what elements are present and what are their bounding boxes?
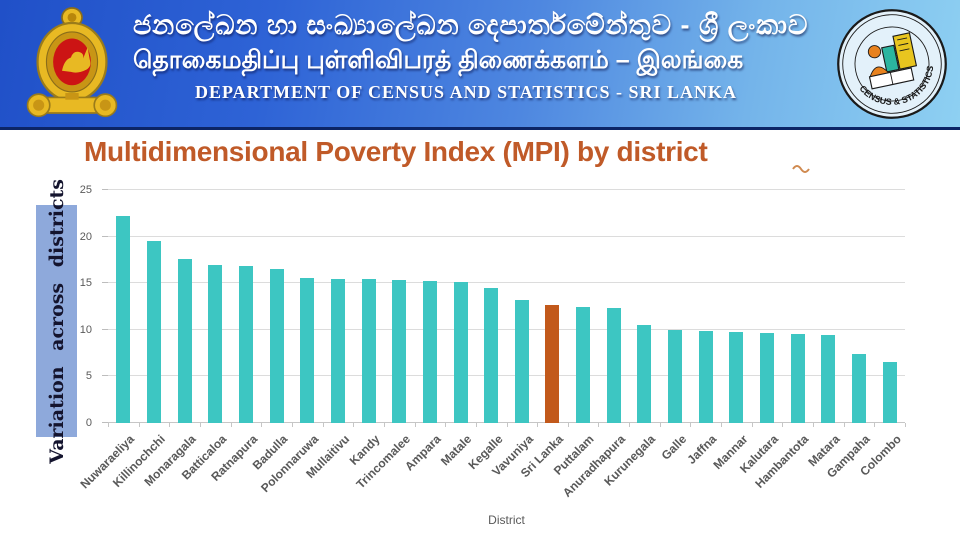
bar-kegalle [484, 287, 499, 423]
y-tick-mark [102, 375, 108, 377]
x-tick-mark [261, 423, 263, 427]
bar-ratnapura [238, 266, 253, 423]
bar-colombo [882, 361, 897, 423]
y-tick-mark [102, 328, 108, 330]
y-axis-tick-label: 5 [85, 370, 92, 383]
y-axis-tick-label: 10 [79, 323, 92, 336]
x-tick-mark [169, 423, 171, 427]
title-underline-squiggle-icon [792, 165, 810, 173]
bar-batticaloa [208, 264, 223, 423]
x-tick-mark [874, 423, 876, 427]
bar-trincomalee [392, 280, 407, 423]
x-axis-line [108, 422, 905, 423]
bar-kalutara [760, 332, 775, 423]
bar-polonnaruwa [300, 277, 315, 423]
department-name-english: DEPARTMENT OF CENSUS AND STATISTICS - SR… [195, 82, 737, 102]
x-tick-mark [199, 423, 201, 427]
x-tick-mark [905, 423, 906, 427]
bar-kandy [361, 279, 376, 423]
x-axis-title: District [488, 513, 525, 527]
x-tick-mark [475, 423, 477, 427]
x-tick-mark [537, 423, 539, 427]
bar-ampara [422, 281, 437, 423]
x-tick-mark [108, 423, 109, 427]
x-tick-mark [353, 423, 355, 427]
bar-kurunegala [637, 325, 652, 423]
x-tick-mark [659, 423, 661, 427]
x-axis-label-galle: Galle [658, 432, 690, 463]
y-axis-label-box: Variation across districts [36, 179, 77, 463]
y-axis-tick-label: 25 [79, 184, 92, 196]
x-tick-mark [138, 423, 140, 427]
bar-galle [668, 329, 683, 423]
y-tick-mark [102, 235, 108, 237]
bar-sri-lanka [545, 304, 560, 423]
x-tick-mark [506, 423, 508, 427]
x-tick-mark [291, 423, 293, 427]
bar-matara [821, 335, 836, 423]
x-tick-mark [782, 423, 784, 427]
x-axis-labels: Nuwaraeliya Killinochchi Monaragala Battica… [78, 430, 905, 522]
x-tick-mark [843, 423, 845, 427]
bar-chart-plot-area [102, 189, 906, 427]
y-tick-mark [102, 189, 108, 190]
x-tick-mark [567, 423, 569, 427]
bar-badulla [269, 269, 284, 423]
department-name-tamil: தொகைமதிப்பு புள்ளிவிபரத் திணைக்களம் – இல… [133, 46, 744, 74]
gridline [108, 375, 905, 377]
sri-lanka-national-emblem-icon [26, 7, 118, 118]
x-tick-mark [598, 423, 600, 427]
y-axis-tick-label: 0 [85, 417, 92, 429]
x-tick-mark [690, 423, 692, 427]
bar-nuwaraeliya [116, 216, 131, 423]
gridline [108, 189, 905, 190]
bar-mannar [729, 331, 744, 423]
bar-hambantota [790, 333, 805, 423]
x-tick-mark [230, 423, 232, 427]
y-axis-tick-label: 15 [79, 277, 92, 290]
census-statistics-seal-icon: CENSUS & STATISTICS [837, 9, 947, 119]
y-axis-tick-label: 20 [79, 230, 92, 243]
gridline [108, 282, 905, 284]
x-tick-mark [383, 423, 385, 427]
bar-puttalam [576, 307, 591, 423]
x-tick-mark [322, 423, 324, 427]
header-banner: ජනලේඛන හා සංඛ්‍යාලේඛන දෙපාර්තමේන්තුව - ශ… [0, 0, 960, 130]
gridline [108, 235, 905, 237]
bar-vavuniya [514, 299, 529, 423]
x-tick-mark [445, 423, 447, 427]
bar-anuradhapura [606, 308, 621, 423]
bar-jaffna [698, 330, 713, 423]
department-name-block: ජනලේඛන හා සංඛ්‍යාලේඛන දෙපාර්තමේන්තුව - ශ… [133, 8, 823, 104]
gridline [108, 328, 905, 330]
department-name-sinhala: ජනලේඛන හා සංඛ්‍යාලේඛන දෙපාර්තමේන්තුව - ශ… [133, 10, 809, 40]
bar-monaragala [177, 258, 192, 423]
page-title: Multidimensional Poverty Index (MPI) by … [84, 136, 708, 167]
x-tick-mark [629, 423, 631, 427]
x-tick-mark [813, 423, 815, 427]
x-tick-mark [721, 423, 723, 427]
x-tick-mark [751, 423, 753, 427]
y-tick-mark [102, 422, 108, 423]
bar-mullaitivu [330, 278, 345, 423]
bar-gampaha [852, 354, 867, 423]
bar-matale [453, 282, 468, 423]
x-tick-mark [414, 423, 416, 427]
y-axis-ticks: 0 5 10 15 20 25 [58, 184, 100, 429]
y-tick-mark [102, 282, 108, 284]
bar-killinochchi [146, 241, 161, 423]
